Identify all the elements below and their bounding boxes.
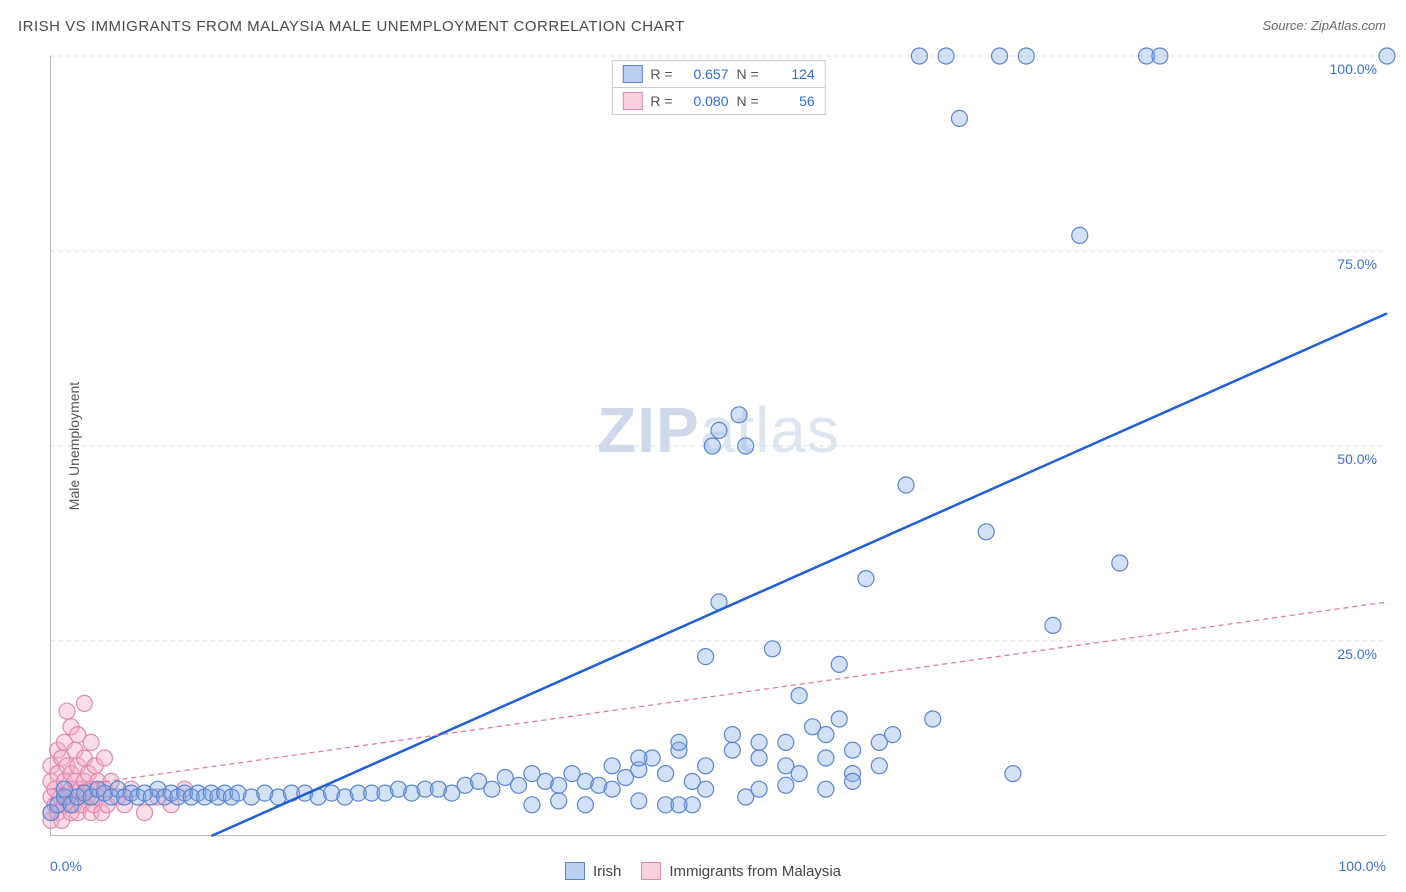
svg-text:25.0%: 25.0% xyxy=(1337,646,1377,662)
legend-label: Immigrants from Malaysia xyxy=(669,863,841,880)
bottom-legend: Irish Immigrants from Malaysia xyxy=(565,862,841,880)
chart-title: IRISH VS IMMIGRANTS FROM MALAYSIA MALE U… xyxy=(18,18,685,35)
x-axis-min-label: 0.0% xyxy=(50,858,82,874)
r-value: 0.080 xyxy=(681,93,729,109)
legend-label: Irish xyxy=(593,863,621,880)
swatch-icon xyxy=(622,65,642,83)
swatch-icon xyxy=(622,92,642,110)
plot-area: ZIPatlas 25.0%50.0%75.0%100.0% R = 0.657… xyxy=(50,56,1386,836)
svg-text:75.0%: 75.0% xyxy=(1337,256,1377,272)
n-value: 56 xyxy=(767,93,815,109)
n-label: N = xyxy=(737,66,759,82)
x-axis-max-label: 100.0% xyxy=(1339,858,1386,874)
swatch-icon xyxy=(565,862,585,880)
n-value: 124 xyxy=(767,66,815,82)
stats-row-malaysia: R = 0.080 N = 56 xyxy=(612,88,824,114)
correlation-stats-box: R = 0.657 N = 124 R = 0.080 N = 56 xyxy=(611,60,825,115)
legend-item-irish: Irish xyxy=(565,862,621,880)
stats-row-irish: R = 0.657 N = 124 xyxy=(612,61,824,88)
swatch-icon xyxy=(641,862,661,880)
legend-item-malaysia: Immigrants from Malaysia xyxy=(641,862,841,880)
svg-text:100.0%: 100.0% xyxy=(1330,61,1377,77)
n-label: N = xyxy=(737,93,759,109)
scatter-svg: 25.0% 50.0% 75.0% 100.0% xyxy=(51,56,1387,836)
source-attribution: Source: ZipAtlas.com xyxy=(1262,18,1386,33)
r-label: R = xyxy=(650,93,672,109)
svg-text:50.0%: 50.0% xyxy=(1337,451,1377,467)
r-value: 0.657 xyxy=(681,66,729,82)
r-label: R = xyxy=(650,66,672,82)
